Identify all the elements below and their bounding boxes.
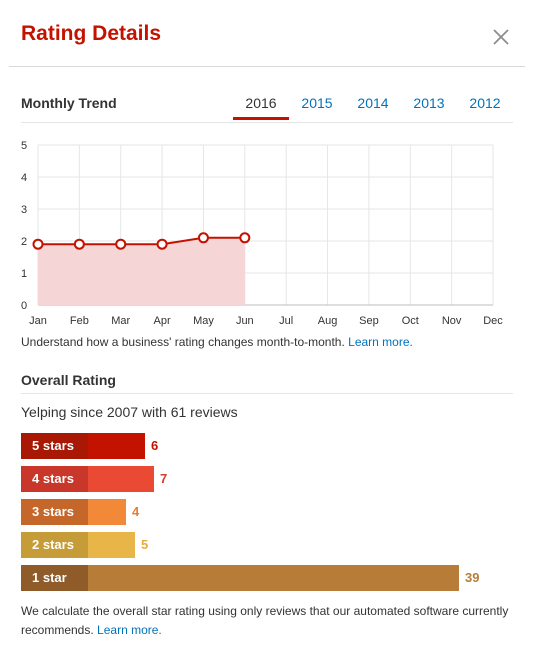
- chart-data-point: [156, 238, 168, 250]
- chart-x-tick-label: Mar: [111, 315, 130, 327]
- rating-bar-count: 7: [160, 471, 168, 486]
- rating-bar-label: 3 stars: [21, 499, 88, 525]
- rating-bar-fill: [88, 433, 145, 459]
- rating-bar-label: 1 star: [21, 565, 88, 591]
- chart-x-tick-label: Nov: [442, 315, 462, 327]
- rating-bar-fill: [88, 565, 459, 591]
- review-summary: Yelping since 2007 with 61 reviews: [21, 404, 238, 420]
- rating-bar-count: 4: [132, 504, 140, 519]
- monthly-trend-heading: Monthly Trend: [21, 95, 117, 111]
- rating-bar-label: 4 stars: [21, 466, 88, 492]
- rating-bar-count: 39: [465, 570, 480, 585]
- rating-bar-fill: [88, 532, 135, 558]
- chart-x-tick-label: Feb: [70, 315, 89, 327]
- chart-data-point: [32, 238, 44, 250]
- chart-x-tick-label: Sep: [359, 315, 379, 327]
- chart-data-point: [73, 238, 85, 250]
- rating-bar-fill: [88, 499, 126, 525]
- year-tabs: 2016 2015 2014 2013 2012: [233, 92, 513, 122]
- chart-y-tick-label: 1: [21, 268, 27, 280]
- tab-2014[interactable]: 2014: [357, 95, 389, 111]
- chart-y-tick-label: 4: [21, 172, 27, 184]
- trend-learn-more-link[interactable]: Learn more.: [348, 335, 413, 349]
- chart-series-line: [38, 236, 245, 246]
- trend-note: Understand how a business' rating change…: [21, 335, 413, 349]
- rating-bar-count: 5: [141, 537, 149, 552]
- rating-bar-label: 2 stars: [21, 532, 88, 558]
- chart-x-tick-label: Apr: [154, 315, 171, 327]
- close-icon[interactable]: [488, 24, 512, 48]
- rating-bar-count: 6: [151, 438, 159, 453]
- chart-x-tick-label: Jun: [236, 315, 254, 327]
- chart-x-tick-label: Jul: [279, 315, 293, 327]
- tab-2015[interactable]: 2015: [301, 95, 333, 111]
- chart-y-tick-label: 0: [21, 300, 27, 312]
- chart-y-tick-label: 3: [21, 204, 27, 216]
- chart-data-point: [239, 232, 251, 244]
- trend-divider: [21, 122, 513, 123]
- monthly-trend-chart: 0 1 2 3 4 5 Jan Feb Mar Apr May Jun Jul Aug Sep Oct Nov D…: [21, 140, 503, 327]
- rating-bar-label: 5 stars: [21, 433, 88, 459]
- tab-2016[interactable]: 2016: [233, 92, 289, 122]
- trend-note-text: Understand how a business' rating change…: [21, 335, 345, 349]
- overall-divider: [21, 393, 513, 394]
- footnote-learn-more-link[interactable]: Learn more.: [97, 623, 162, 637]
- chart-y-tick-label: 5: [21, 140, 27, 152]
- header-divider: [9, 66, 525, 67]
- chart-x-tick-label: May: [193, 315, 214, 327]
- chart-area: [38, 237, 245, 305]
- chart-x-tick-label: Oct: [402, 315, 419, 327]
- rating-footnote: We calculate the overall star rating usi…: [21, 602, 521, 640]
- modal-title: Rating Details: [21, 22, 162, 45]
- chart-data-point: [197, 232, 209, 244]
- footnote-text: We calculate the overall star rating usi…: [21, 604, 509, 637]
- chart-x-tick-label: Dec: [483, 315, 503, 327]
- chart-x-tick-label: Jan: [29, 315, 47, 327]
- rating-bar-fill: [88, 466, 154, 492]
- tab-2013[interactable]: 2013: [413, 95, 445, 111]
- chart-x-tick-label: Aug: [318, 315, 338, 327]
- chart-data-point: [115, 238, 127, 250]
- tab-2012[interactable]: 2012: [469, 95, 501, 111]
- overall-rating-heading: Overall Rating: [21, 372, 116, 388]
- chart-y-tick-label: 2: [21, 236, 27, 248]
